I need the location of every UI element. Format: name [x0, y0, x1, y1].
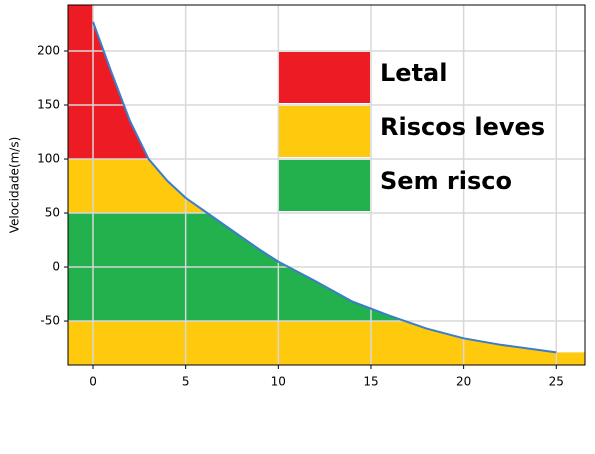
frame — [67, 4, 586, 366]
y-tick-label: 50 — [45, 206, 60, 220]
x-tick-label: 5 — [182, 375, 190, 389]
x-axis-label: Tempo (s) — [296, 397, 356, 411]
x-tick-label: 15 — [363, 375, 378, 389]
legend-label: Sem risco — [380, 167, 512, 195]
x-tick-label: 25 — [549, 375, 564, 389]
x-tick-label: 0 — [89, 375, 97, 389]
legend-swatch — [279, 52, 370, 103]
y-tick-label: -50 — [40, 314, 60, 328]
y-axis-label: Velocidade(m/s) — [8, 137, 22, 234]
y-tick-label: 150 — [37, 98, 60, 112]
line — [92, 21, 557, 354]
legend-label: Letal — [380, 59, 447, 87]
y-tick-label: 200 — [37, 44, 60, 58]
legend-label: Riscos leves — [380, 113, 545, 141]
zone — [68, 321, 585, 365]
x-tick-label: 20 — [456, 375, 471, 389]
y-tick-label: 100 — [37, 152, 60, 166]
x-tick-label: 10 — [271, 375, 286, 389]
legend-swatch — [279, 160, 370, 211]
y-tick-label: 0 — [52, 260, 60, 274]
legend-swatch — [279, 106, 370, 157]
